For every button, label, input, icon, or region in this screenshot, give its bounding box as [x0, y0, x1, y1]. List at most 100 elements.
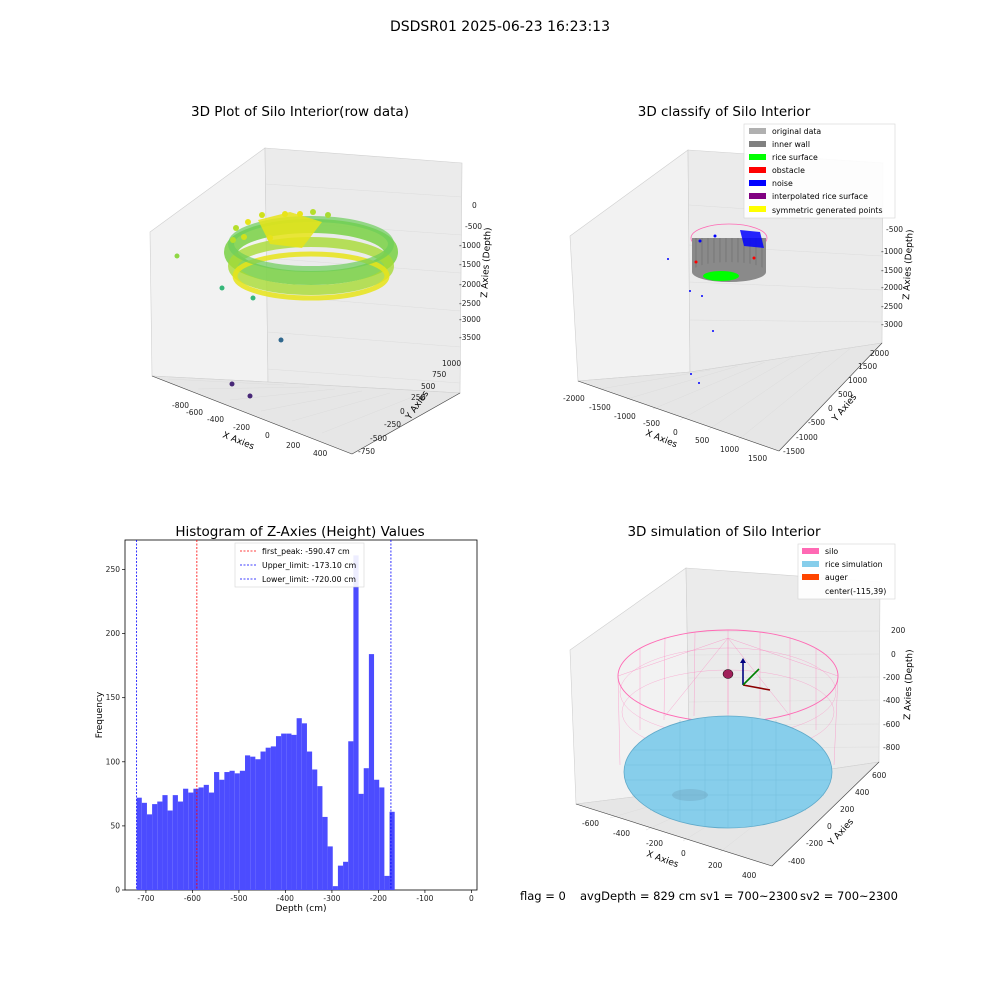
- histogram-bar: [270, 746, 276, 890]
- classify-legend: original data inner wall rice surface ob…: [743, 123, 896, 219]
- histogram-bar: [208, 792, 215, 890]
- histogram-bar: [157, 801, 163, 890]
- histogram-legend: first_peak: -590.47 cm Upper_limit: -173…: [234, 542, 365, 588]
- histogram-bar: [312, 769, 318, 890]
- classify-z-tick: -2000: [881, 283, 903, 292]
- raw-y-tick: 750: [432, 370, 447, 379]
- legend-swatch: [749, 154, 766, 160]
- histogram-bar: [379, 787, 385, 890]
- simulation-z-ticks: 200 0 -200 -400 -600 -800: [883, 626, 906, 752]
- histogram-y-ticks: 0 50 100 150 200 250: [106, 565, 125, 895]
- histogram-bar: [224, 772, 230, 890]
- legend-swatch: [749, 180, 766, 186]
- simulation-x-axis-label: X Axies: [645, 849, 680, 870]
- auger-marker: [722, 669, 734, 679]
- raw-y-tick: 500: [421, 382, 436, 391]
- classify-x-tick: 1500: [748, 454, 767, 463]
- classify-x-tick: -2000: [563, 394, 585, 403]
- histogram-bar: [306, 751, 313, 890]
- simulation-y-tick: -200: [806, 839, 823, 848]
- status-flag: flag = 0: [520, 889, 566, 903]
- histogram-bar: [327, 846, 333, 890]
- classify-x-tick: -500: [643, 419, 660, 428]
- legend-item-label: auger: [825, 573, 848, 582]
- histogram-y-tick-label: 150: [106, 693, 121, 702]
- raw-z-tick: -500: [465, 222, 482, 231]
- classify-z-tick: -1500: [881, 266, 903, 275]
- histogram-x-tick-label: -500: [230, 894, 247, 903]
- histogram-title: Histogram of Z-Axies (Height) Values: [175, 524, 424, 540]
- histogram-bar: [353, 555, 359, 890]
- raw-z-tick: 0: [472, 201, 477, 210]
- histogram-bar: [146, 814, 153, 890]
- raw-y-tick: -500: [370, 434, 387, 443]
- histogram-bar: [343, 861, 349, 890]
- histogram-bar: [337, 865, 344, 890]
- classify-y-tick: -1500: [783, 447, 805, 456]
- classify-y-tick: 1000: [848, 376, 867, 385]
- histogram-x-tick-label: -200: [370, 894, 387, 903]
- histogram-bar: [162, 795, 168, 890]
- legend-item-label: rice simulation: [825, 560, 883, 569]
- histogram-bar: [332, 886, 338, 890]
- panel-classify-3d: 3D classify of Silo Interior -2000 -1500…: [563, 104, 916, 463]
- classify-z-tick: -2500: [881, 302, 903, 311]
- histogram-bar: [389, 811, 395, 890]
- histogram-y-tick-label: 250: [106, 565, 121, 574]
- raw-z-tick: -2000: [459, 280, 481, 289]
- simulation-auger: [722, 658, 771, 691]
- histogram-bar: [167, 810, 173, 890]
- raw-x-tick: 0: [265, 431, 270, 440]
- simulation-x-ticks: -600 -400 -200 0 200 400: [582, 819, 757, 880]
- legend-item-label: original data: [772, 127, 821, 136]
- simulation-z-tick: 200: [891, 626, 906, 635]
- raw-point-cloud: [224, 209, 398, 301]
- histogram-bar: [141, 802, 147, 890]
- histogram-y-tick-label: 0: [115, 886, 120, 895]
- panel-classify-title: 3D classify of Silo Interior: [638, 104, 811, 120]
- classify-x-tick: -1500: [589, 403, 611, 412]
- histogram-bar: [301, 723, 307, 890]
- classify-y-ticks: -1500 -1000 -500 0 500 1000 1500 2000: [783, 349, 889, 456]
- histogram-bar: [348, 741, 354, 890]
- status-sv1: sv1 = 700~2300: [700, 889, 798, 903]
- simulation-y-tick: -400: [788, 857, 805, 866]
- simulation-y-tick: 600: [872, 771, 887, 780]
- panel-raw-title: 3D Plot of Silo Interior(row data): [191, 104, 409, 120]
- histogram-bar: [281, 733, 287, 890]
- auger-y-arrow: [742, 668, 760, 686]
- simulation-x-tick: -200: [646, 839, 663, 848]
- classify-y-tick: -1000: [796, 433, 818, 442]
- classify-y-tick: -500: [808, 418, 825, 427]
- simulation-y-tick: 200: [840, 805, 855, 814]
- simulation-z-tick: -600: [883, 720, 900, 729]
- histogram-bar: [239, 770, 246, 890]
- simulation-x-tick: -400: [613, 829, 630, 838]
- raw-x-ticks: -800 -600 -400 -200 0 200 400: [172, 401, 328, 458]
- histogram-x-tick-label: -700: [137, 894, 154, 903]
- histogram-x-tick-label: -100: [416, 894, 433, 903]
- histogram-bar: [275, 736, 282, 890]
- classify-y-tick: 500: [838, 390, 853, 399]
- simulation-z-axis-label: Z Axies (Depth): [903, 649, 915, 720]
- panel-histogram: Histogram of Z-Axies (Height) Values -70…: [95, 524, 478, 914]
- histogram-x-tick-label: -400: [277, 894, 294, 903]
- status-avg-depth: avgDepth = 829 cm: [580, 889, 696, 903]
- histogram-y-tick-label: 50: [110, 821, 120, 830]
- raw-x-tick: -800: [172, 401, 189, 410]
- legend-swatch: [749, 193, 766, 199]
- histogram-bar: [291, 734, 297, 890]
- histogram-y-tick-label: 100: [106, 757, 121, 766]
- legend-item-label: first_peak: -590.47 cm: [262, 547, 350, 556]
- histogram-x-tick-label: -600: [184, 894, 201, 903]
- histogram-bar: [214, 772, 220, 890]
- histogram-bar: [250, 756, 256, 890]
- histogram-bar: [183, 788, 189, 890]
- histogram-bar: [219, 779, 225, 890]
- legend-item-label: center(-115,39): [825, 587, 886, 596]
- histogram-x-tick-label: -300: [323, 894, 340, 903]
- status-sv2: sv2 = 700~2300: [800, 889, 898, 903]
- histogram-bar: [172, 795, 178, 890]
- raw-z-tick: -3000: [459, 315, 481, 324]
